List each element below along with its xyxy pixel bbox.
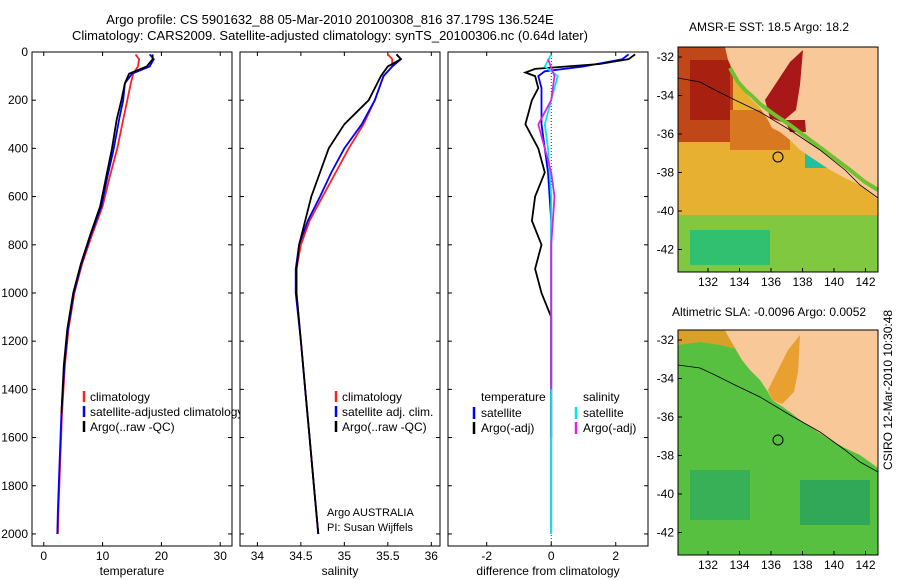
sst-coast-edge (728, 67, 880, 192)
map-y-tick-label: -40 (657, 204, 675, 218)
map-x-tick-label: 140 (824, 558, 844, 572)
plot-frame (31, 51, 233, 547)
x-tick-label: 34.5 (289, 549, 313, 563)
legend-label: satellite adj. clim. (342, 405, 433, 419)
map-y-tick-label: -34 (657, 372, 675, 386)
map-x-tick-label: 138 (792, 558, 812, 572)
map-y-tick-label: -38 (657, 166, 675, 180)
sla-map-frame (677, 329, 879, 556)
series-line (60, 54, 154, 414)
x-tick-label: 20 (155, 549, 169, 563)
sla-gulf (768, 335, 800, 404)
x-tick-label: 34 (251, 549, 265, 563)
x-tick-label: 30 (214, 549, 228, 563)
x-tick-label: 0 (548, 549, 555, 563)
sla-map-title: Altimetric SLA: -0.0096 Argo: 0.0052 (672, 305, 866, 319)
y-tick-label: 800 (8, 238, 28, 252)
sst-hot-patch (690, 60, 730, 120)
map-x-tick-label: 132 (698, 558, 718, 572)
legend-title: salinity (583, 390, 620, 404)
y-tick-label: 1000 (1, 286, 28, 300)
sla-isobath (677, 364, 879, 473)
sla-deep-patch-2 (800, 480, 870, 525)
x-tick-label: 35.5 (376, 549, 400, 563)
credit-label: CSIRO 12-Mar-2010 10:30:48 (881, 310, 895, 470)
sst-map-frame (677, 46, 879, 273)
map-y-tick-label: -42 (657, 526, 675, 540)
y-tick-label: 1800 (1, 479, 28, 493)
sst-gulf (765, 50, 803, 122)
salinity-panel: 34 34.5 35 35.5 36 salinity climatologysatelli… (239, 51, 441, 578)
y-tick-label: 400 (8, 141, 28, 155)
sst-isobath (677, 77, 879, 199)
temperature-panel: 0 10 20 30 temperature 0 200 400 600 800 1000 1200 1… (1, 45, 243, 578)
figure-title-line2: Climatology: CARS2009. Satellite-adjuste… (72, 28, 588, 43)
y-tick-label: 1400 (1, 382, 28, 396)
y-tick-label: 0 (21, 45, 28, 59)
y-tick-label: 200 (8, 93, 28, 107)
y-tick-label: 1200 (1, 334, 28, 348)
series-line (295, 53, 403, 535)
y-tick-label: 600 (8, 190, 28, 204)
map-x-tick-label: 142 (855, 275, 875, 289)
legend-label: Argo(-adj) (583, 421, 636, 435)
map-axes: 132 134 136 138 140 142 -32 -34 -36 -38 -40 -42 132 1… (657, 50, 876, 572)
x-tick-label: -2 (481, 549, 492, 563)
map-y-tick-label: -42 (657, 243, 675, 257)
sst-argo-location (772, 151, 784, 163)
x-tick-label: 35 (338, 549, 352, 563)
x-tick-label: 10 (96, 549, 110, 563)
legend-label: climatology (342, 390, 402, 404)
series-line (537, 58, 556, 390)
y-tick-label: 2000 (1, 527, 28, 541)
y-tick-label: 1600 (1, 431, 28, 445)
sla-argo-location (772, 434, 784, 446)
map-x-tick-label: 138 (792, 275, 812, 289)
map-x-tick-label: 134 (729, 558, 749, 572)
sst-map (677, 46, 880, 273)
map-x-tick-label: 142 (855, 558, 875, 572)
map-y-tick-label: -40 (657, 487, 675, 501)
x-tick-label: 2 (612, 549, 619, 563)
figure-title-line1: Argo profile: CS 5901632_88 05-Mar-2010 … (106, 12, 554, 27)
x-axis-label: difference from climatology (476, 564, 619, 578)
sst-map-title: AMSR-E SST: 18.5 Argo: 18.2 (689, 20, 849, 34)
x-axis-label: salinity (322, 564, 359, 578)
sst-cold-patch (690, 230, 770, 265)
map-y-tick-label: -38 (657, 449, 675, 463)
x-tick-label: 36 (425, 549, 439, 563)
sla-map (677, 329, 879, 556)
map-y-tick-label: -32 (657, 50, 675, 64)
map-y-tick-label: -34 (657, 89, 675, 103)
legend-title: temperature (481, 390, 546, 404)
map-y-tick-label: -36 (657, 127, 675, 141)
x-axis-label: temperature (100, 564, 165, 578)
map-x-tick-label: 136 (761, 275, 781, 289)
map-y-tick-label: -32 (657, 333, 675, 347)
annotation-text: Argo AUSTRALIA (327, 507, 414, 519)
legend-label: satellite-adjusted climatology (90, 405, 243, 419)
plot-frame (239, 51, 441, 547)
sla-deep-patch (690, 470, 750, 520)
sla-land (725, 330, 878, 468)
legend-label: climatology (90, 390, 150, 404)
plot-frame (447, 51, 649, 547)
map-y-tick-label: -36 (657, 410, 675, 424)
map-x-tick-label: 134 (729, 275, 749, 289)
legend-label: satellite (583, 406, 624, 420)
x-tick-label: 0 (40, 549, 47, 563)
legend-label: satellite (481, 406, 522, 420)
legend-label: Argo(-adj) (481, 421, 534, 435)
series-line (522, 53, 636, 438)
legend-label: Argo(..raw -QC) (342, 420, 427, 434)
map-x-tick-label: 140 (824, 275, 844, 289)
map-x-tick-label: 132 (698, 275, 718, 289)
legend-label: Argo(..raw -QC) (90, 420, 175, 434)
map-x-tick-label: 136 (761, 558, 781, 572)
annotation-text: PI: Susan Wijffels (327, 522, 413, 534)
